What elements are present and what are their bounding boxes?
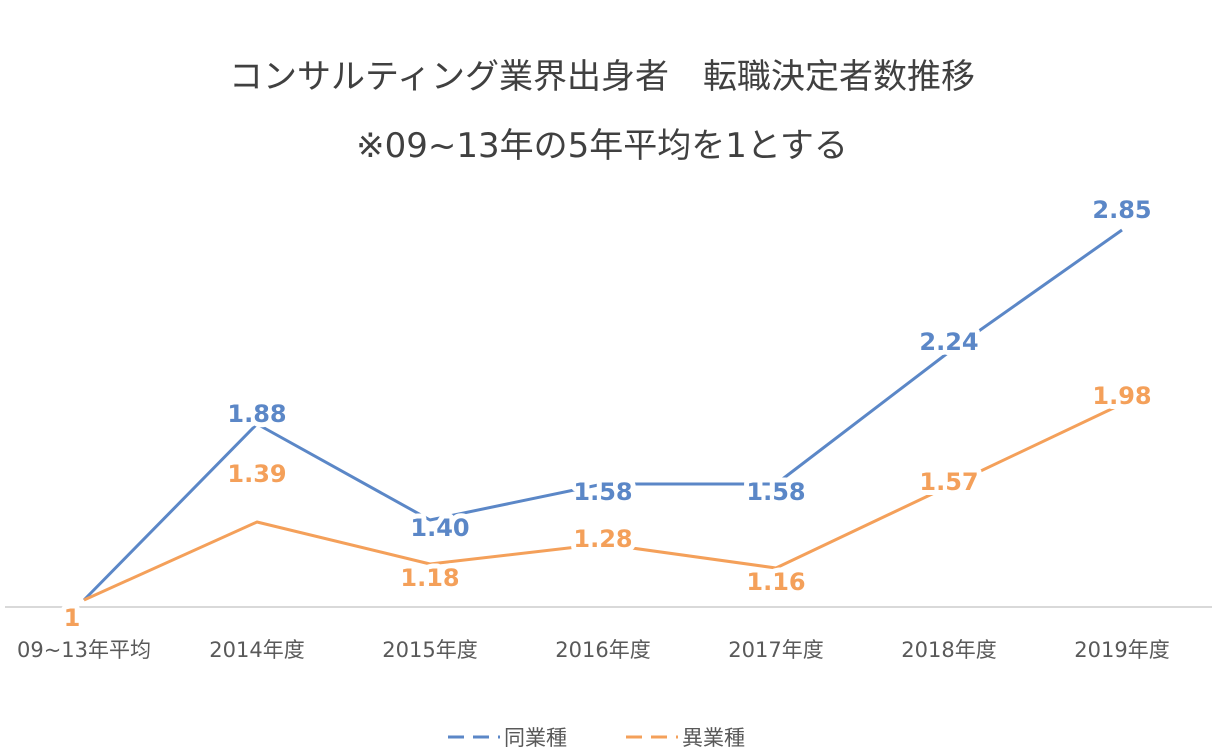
chart-title: コンサルティング業界出身者 転職決定者数推移 [229,57,975,97]
series-line-1 [83,402,1123,602]
x-tick-label: 2018年度 [901,638,996,662]
data-label: 1.58 [746,478,805,506]
data-label: 1 [64,604,81,632]
x-tick-label: 2016年度 [555,638,650,662]
chart-subtitle: ※09~13年の5年平均を1とする [356,126,848,166]
data-label: 1.39 [227,460,286,488]
data-label: 1.28 [573,525,632,553]
legend-label-same-industry: 同業種 [504,726,567,750]
legend: 同業種 異業種 [448,726,745,750]
x-tick-label: 2017年度 [728,638,823,662]
data-label: 1.58 [573,478,632,506]
data-label: 1.88 [227,400,286,428]
x-tick-label: 2019年度 [1074,638,1169,662]
data-label: 1.57 [919,468,978,496]
data-label: 1.16 [746,568,805,596]
x-tick-label: 2015年度 [382,638,477,662]
data-label: 1.98 [1092,382,1151,410]
data-label: 2.85 [1092,196,1151,224]
legend-label-other-industry: 異業種 [682,726,745,750]
data-label: 1.40 [410,514,469,542]
data-label: 1.18 [400,564,459,592]
x-tick-label: 09~13年平均 [17,638,151,662]
x-tick-label: 2014年度 [209,638,304,662]
data-label: 2.24 [919,328,978,356]
series-line-0 [82,228,1123,602]
